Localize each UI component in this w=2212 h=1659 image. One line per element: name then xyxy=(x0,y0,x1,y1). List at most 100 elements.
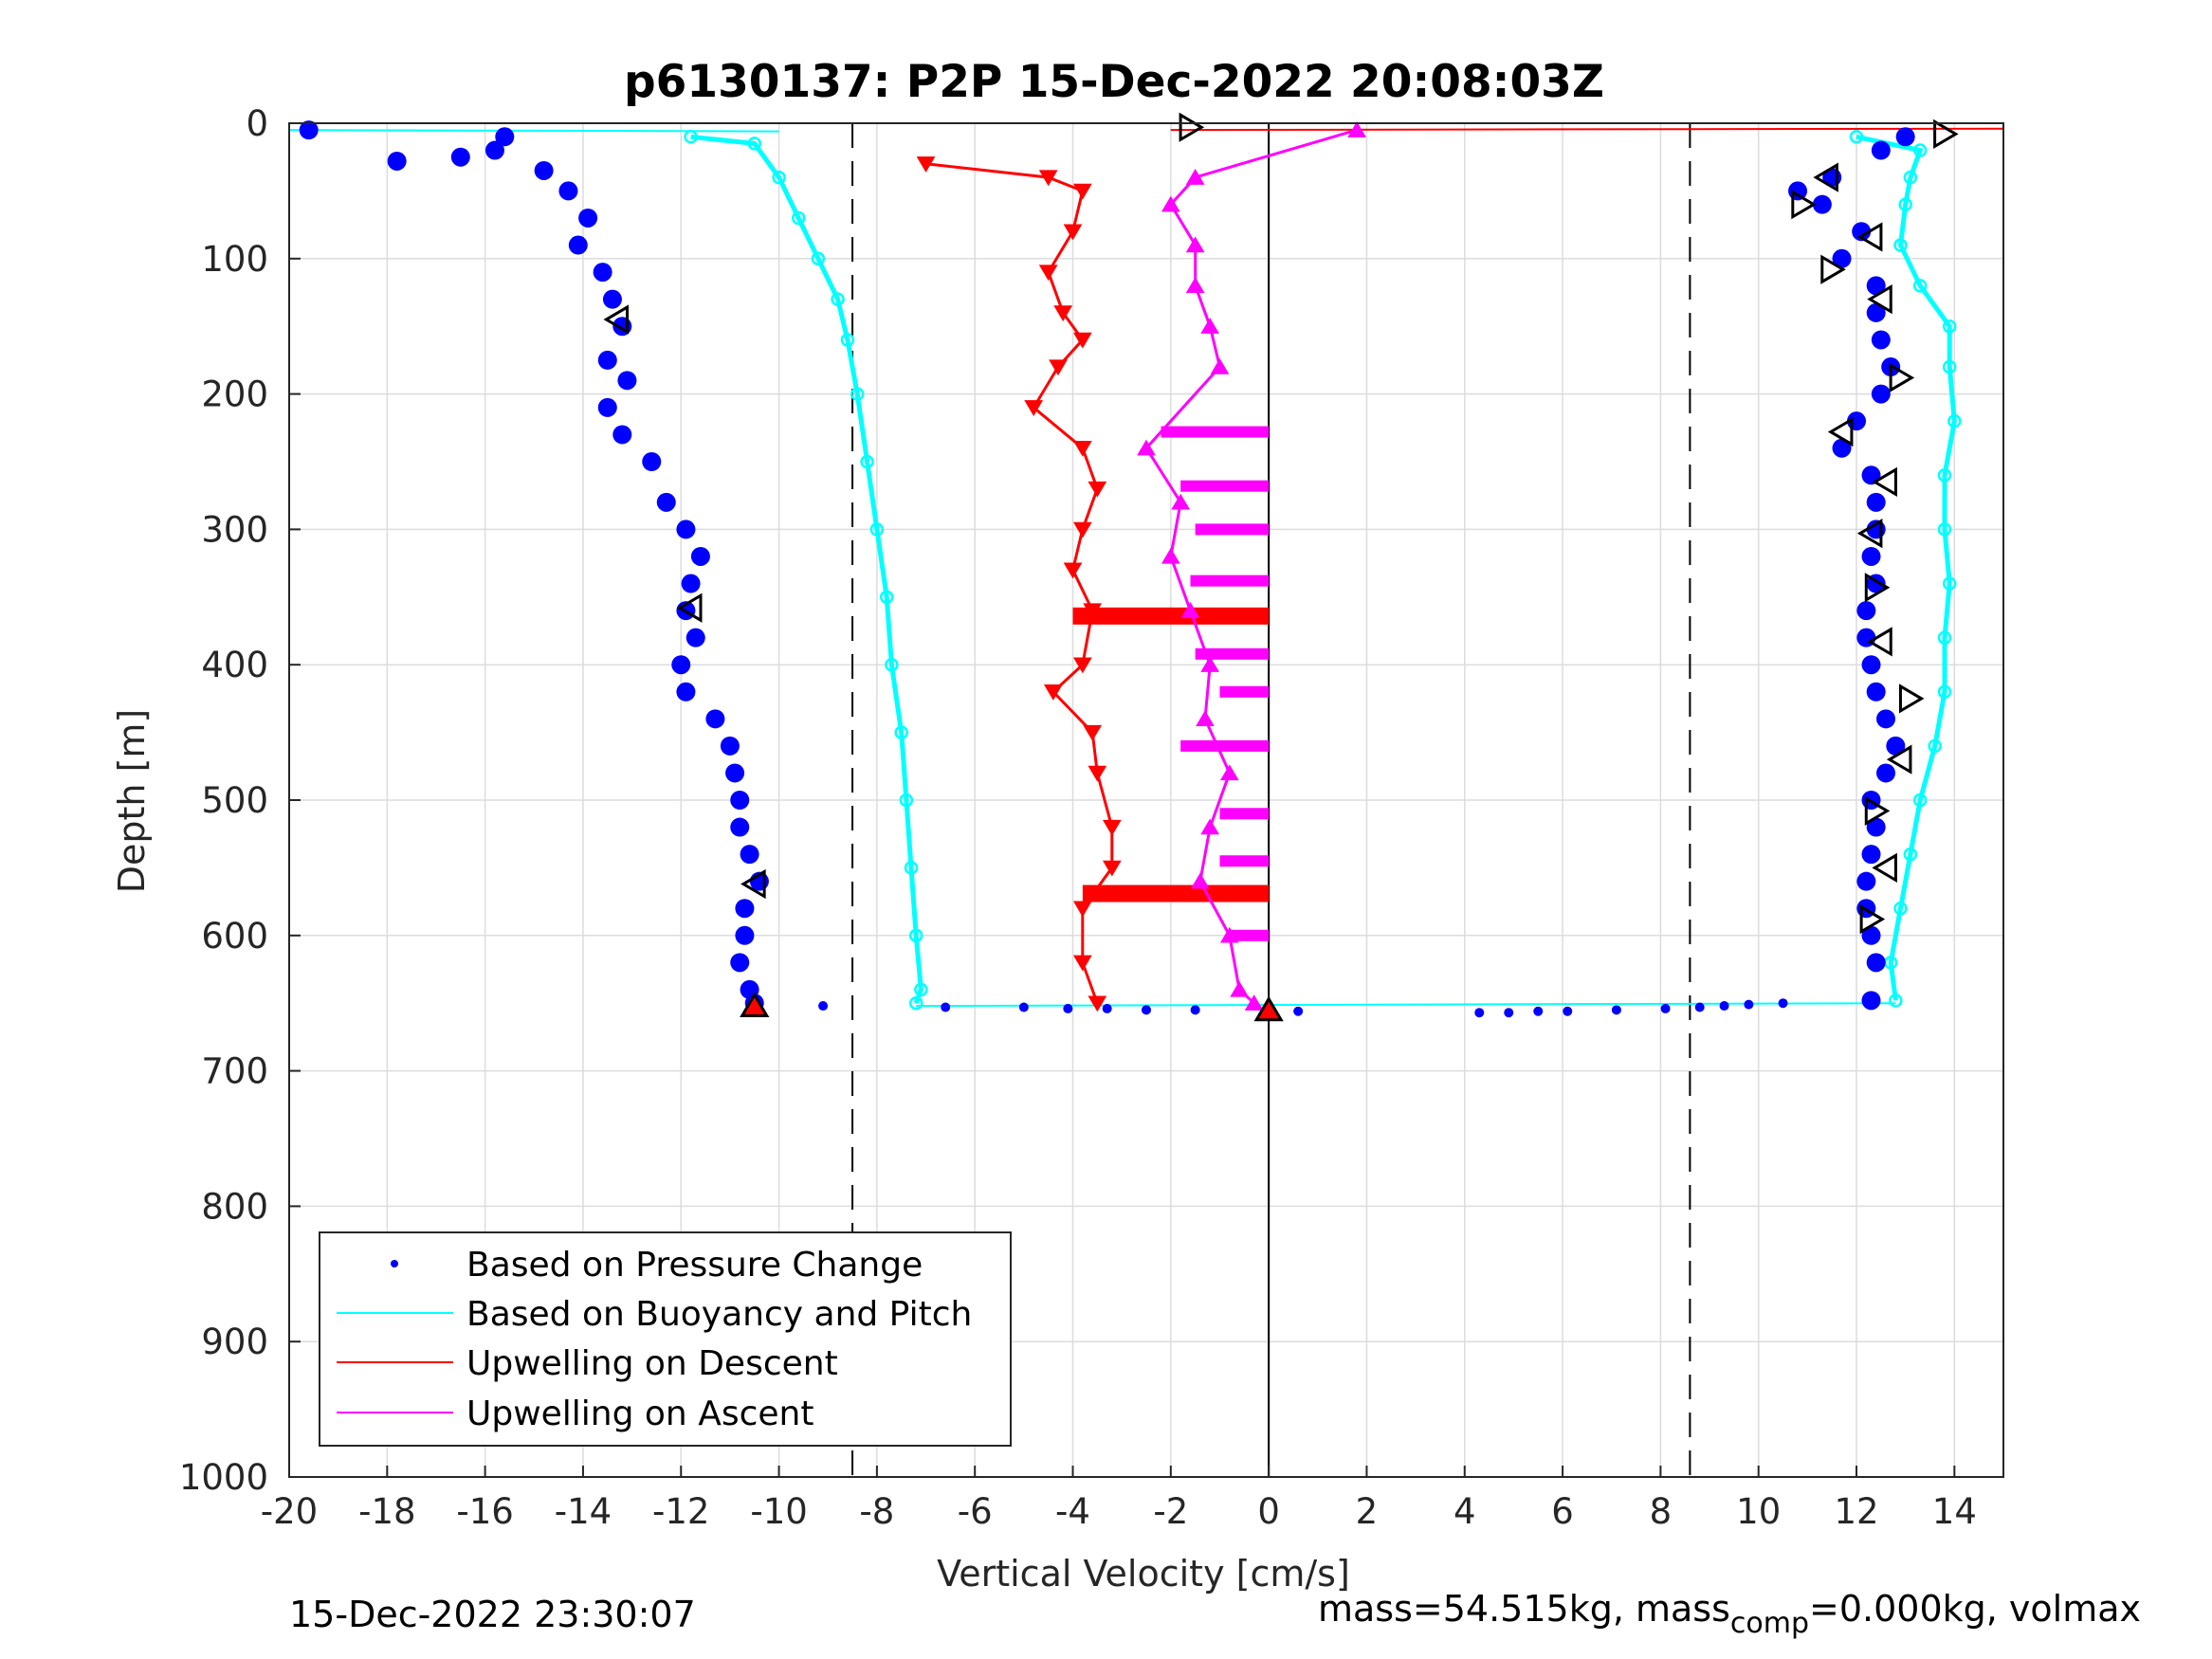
descent-point xyxy=(1088,995,1107,1012)
pressure-point xyxy=(1852,222,1872,242)
y-tick-label: 300 xyxy=(201,509,268,550)
pressure-point xyxy=(558,181,578,201)
legend-label-pressure: Based on Pressure Change xyxy=(466,1246,923,1285)
buoyancy-point xyxy=(1942,359,1957,374)
buoyancy-point xyxy=(850,387,865,401)
pressure-point xyxy=(597,350,617,370)
descent-point xyxy=(1063,562,1083,579)
marker-triangle-left xyxy=(603,304,630,335)
pressure-point xyxy=(495,127,515,147)
buoyancy-point xyxy=(908,995,923,1011)
marker-triangle-left xyxy=(1867,284,1892,315)
marker-triangle-up xyxy=(1253,995,1284,1022)
ascent-point xyxy=(1210,357,1230,374)
pressure-point xyxy=(568,235,588,255)
pressure-point xyxy=(686,628,705,647)
buoyancy-point xyxy=(747,137,761,151)
pressure-point xyxy=(1719,1001,1729,1012)
descent-point xyxy=(1072,901,1092,918)
marker-triangle-right xyxy=(1933,118,1959,150)
x-tick-label: -20 xyxy=(261,1491,318,1532)
pressure-point xyxy=(299,120,319,140)
descent-point xyxy=(1088,481,1107,498)
pressure-point xyxy=(1866,302,1886,322)
ascent-horizontal-band xyxy=(1229,929,1270,941)
descent-horizontal-band xyxy=(1082,884,1270,902)
pressure-point xyxy=(681,574,701,593)
marker-triangle-right xyxy=(1179,112,1205,142)
ascent-point xyxy=(1200,656,1220,672)
mass-subscript: comp xyxy=(1730,1607,1809,1640)
buoyancy-point xyxy=(1937,522,1952,537)
footer-mass-info: mass=54.515kg, masscomp=0.000kg, volmax xyxy=(1318,1588,2141,1640)
pressure-point xyxy=(534,160,554,180)
buoyancy-point xyxy=(1889,994,1903,1008)
y-tick-label: 200 xyxy=(201,374,268,415)
reference-lines xyxy=(851,123,1691,1477)
buoyancy-point xyxy=(914,982,928,997)
pressure-point xyxy=(593,263,612,283)
pressure-point xyxy=(1861,655,1881,675)
buoyancy-point xyxy=(1903,170,1918,185)
buoyancy-point xyxy=(1928,738,1942,754)
x-tick-label: 10 xyxy=(1736,1491,1781,1532)
pressure-point xyxy=(1063,1003,1073,1013)
chart-title: p6130137: P2P 15-Dec-2022 20:08:03Z xyxy=(624,56,1604,108)
ascent-point xyxy=(1180,601,1200,618)
descent-point xyxy=(1102,819,1122,836)
descent-point xyxy=(1049,359,1068,376)
y-tick-label: 500 xyxy=(201,780,268,821)
mass-suffix: =0.000kg, volmax xyxy=(1809,1588,2141,1630)
ascent-point xyxy=(1219,926,1239,943)
x-tick-label: -10 xyxy=(750,1491,807,1532)
x-tick-label: 6 xyxy=(1551,1491,1574,1532)
series-buoyancy-pitch xyxy=(288,129,1962,1011)
marker-triangle-right xyxy=(1889,362,1915,393)
marker-triangle-left xyxy=(1872,466,1897,498)
descent-point xyxy=(1102,860,1122,877)
ascent-horizontal-band xyxy=(1219,685,1270,698)
x-tick-label: 14 xyxy=(1932,1491,1977,1532)
descent-point xyxy=(1072,521,1092,538)
ascent-horizontal-band xyxy=(1219,855,1270,867)
pressure-point xyxy=(740,845,759,865)
pressure-point xyxy=(1866,492,1886,512)
pressure-point xyxy=(1293,1006,1304,1016)
marker-triangle-right xyxy=(1864,795,1891,827)
pressure-point xyxy=(1018,1002,1029,1012)
descent-surface-line xyxy=(1170,127,2004,132)
buoyancy-point xyxy=(894,725,908,739)
pressure-point xyxy=(730,817,750,837)
pressure-point xyxy=(676,682,696,702)
x-tick-label: 12 xyxy=(1834,1491,1878,1532)
buoyancy-point xyxy=(1893,901,1908,916)
pressure-point xyxy=(1861,991,1881,1011)
marker-layer xyxy=(603,112,1959,1022)
buoyancy-point xyxy=(772,170,786,185)
pressure-point xyxy=(1142,1005,1151,1015)
buoyancy-point xyxy=(1937,630,1952,645)
pressure-point xyxy=(1856,871,1876,891)
ascent-point xyxy=(1244,994,1264,1011)
descent-point xyxy=(916,156,936,173)
pressure-point xyxy=(1866,817,1886,837)
ascent-horizontal-band xyxy=(1180,480,1270,492)
legend-label-buoyancy: Based on Buoyancy and Pitch xyxy=(466,1295,972,1334)
pressure-point xyxy=(1778,998,1788,1009)
buoyancy-point xyxy=(1903,847,1918,862)
buoyancy-point xyxy=(840,333,855,347)
ascent-horizontal-band xyxy=(1195,523,1270,536)
descent-point xyxy=(1038,264,1058,282)
ascent-horizontal-band xyxy=(1161,426,1270,438)
pressure-point xyxy=(612,425,632,445)
series-layer xyxy=(288,120,2004,1018)
buoyancy-descent-line xyxy=(690,134,923,1005)
pressure-point xyxy=(730,953,750,973)
buoyancy-point xyxy=(831,292,845,306)
y-tick-label: 1000 xyxy=(179,1457,268,1498)
legend-swatch-pressure xyxy=(391,1260,398,1267)
pressure-point xyxy=(1694,1002,1705,1012)
pressure-point xyxy=(1812,194,1832,214)
x-tick-label: -18 xyxy=(358,1491,415,1532)
marker-triangle-left xyxy=(1886,744,1912,775)
